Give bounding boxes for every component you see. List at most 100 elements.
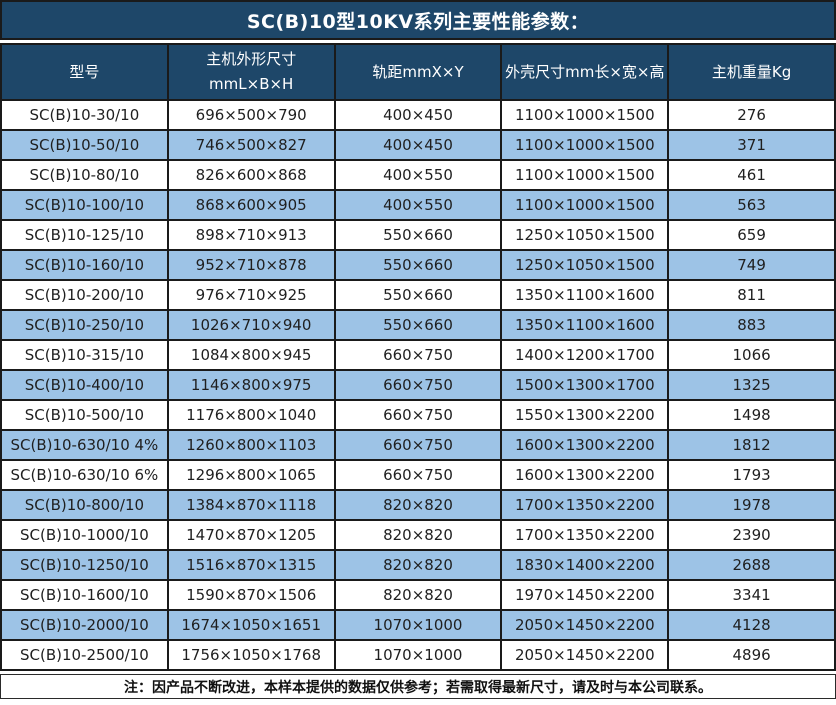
table-cell: 868×600×905 [166,189,336,221]
table-cell: 660×750 [333,459,503,491]
table-cell: 400×550 [333,189,503,221]
table-cell: 1674×1050×1651 [166,609,336,641]
table-cell: 1100×1000×1500 [500,99,670,131]
table-cell: 4896 [667,639,836,671]
table-row: SC(B)10-2500/10 1756×1050×1768 1070×1000 20… [0,639,836,671]
table-cell: 696×500×790 [166,99,336,131]
table-cell: 1325 [667,369,836,401]
table-cell: 1066 [667,339,836,371]
table-cell: 1250×1050×1500 [500,219,670,251]
header-gauge: 轨距mmX×Y [333,43,503,101]
table-row: SC(B)10-160/10 952×710×878 550×660 1250×105… [0,249,836,281]
table-row: SC(B)10-400/10 1146×800×975 660×750 1500×13… [0,369,836,401]
page-title: SC(B)10型10KV系列主要性能参数： [0,0,836,40]
table-cell: 1084×800×945 [166,339,336,371]
table-cell: 1500×1300×1700 [500,369,670,401]
table-cell: 820×820 [333,489,503,521]
table-cell: 883 [667,309,836,341]
table-cell: SC(B)10-400/10 [0,369,169,401]
table-cell: 1793 [667,459,836,491]
table-cell: 1100×1000×1500 [500,129,670,161]
table-cell: SC(B)10-800/10 [0,489,169,521]
table-cell: 1470×870×1205 [166,519,336,551]
table-cell: 976×710×925 [166,279,336,311]
table-cell: 400×550 [333,159,503,191]
table-row: SC(B)10-30/10 696×500×790 400×450 1100×1000… [0,99,836,131]
table-cell: 1498 [667,399,836,431]
table-cell: 1100×1000×1500 [500,159,670,191]
table-cell: SC(B)10-500/10 [0,399,169,431]
table-row: SC(B)10-630/10 4% 1260×800×1103 660×750 160… [0,429,836,461]
header-shell-size: 外壳尺寸mm长×宽×高 [500,43,670,101]
table-cell: 1550×1300×2200 [500,399,670,431]
table-cell: 749 [667,249,836,281]
table-cell: 1384×870×1118 [166,489,336,521]
table-cell: 1590×870×1506 [166,579,336,611]
table-cell: 400×450 [333,99,503,131]
table-cell: 660×750 [333,429,503,461]
header-model: 型号 [0,43,169,101]
table-cell: 1830×1400×2200 [500,549,670,581]
table-cell: 1700×1350×2200 [500,489,670,521]
table-cell: SC(B)10-2500/10 [0,639,169,671]
table-cell: 1516×870×1315 [166,549,336,581]
table-cell: SC(B)10-1000/10 [0,519,169,551]
table-cell: 550×660 [333,279,503,311]
table-cell: 1296×800×1065 [166,459,336,491]
table-cell: 1070×1000 [333,609,503,641]
header-row: 型号 主机外形尺寸 mmL×B×H 轨距mmX×Y 外壳尺寸mm长×宽×高 主机… [0,43,836,101]
table-cell: 563 [667,189,836,221]
table-cell: 1250×1050×1500 [500,249,670,281]
table-row: SC(B)10-200/10 976×710×925 550×660 1350×110… [0,279,836,311]
table-cell: 820×820 [333,549,503,581]
table-cell: SC(B)10-1250/10 [0,549,169,581]
table-cell: 660×750 [333,339,503,371]
table-row: SC(B)10-1250/10 1516×870×1315 820×820 1830×… [0,549,836,581]
table-row: SC(B)10-125/10 898×710×913 550×660 1250×105… [0,219,836,251]
table-cell: 1070×1000 [333,639,503,671]
table-cell: 660×750 [333,399,503,431]
table-cell: SC(B)10-160/10 [0,249,169,281]
table-cell: 1146×800×975 [166,369,336,401]
table-cell: 2050×1450×2200 [500,609,670,641]
table-cell: 659 [667,219,836,251]
table-row: SC(B)10-2000/10 1674×1050×1651 1070×1000 20… [0,609,836,641]
table-cell: 276 [667,99,836,131]
table-row: SC(B)10-630/10 6% 1296×800×1065 660×750 160… [0,459,836,491]
table-cell: 952×710×878 [166,249,336,281]
header-weight: 主机重量Kg [667,43,836,101]
table-row: SC(B)10-250/10 1026×710×940 550×660 1350×11… [0,309,836,341]
table-cell: 1700×1350×2200 [500,519,670,551]
table-cell: 811 [667,279,836,311]
table-cell: SC(B)10-50/10 [0,129,169,161]
table-cell: SC(B)10-630/10 4% [0,429,169,461]
table-cell: 746×500×827 [166,129,336,161]
table-cell: 2050×1450×2200 [500,639,670,671]
table-cell: SC(B)10-1600/10 [0,579,169,611]
table-cell: SC(B)10-2000/10 [0,609,169,641]
table-cell: 550×660 [333,249,503,281]
note-bar: 注：因产品不断改进，本样本提供的数据仅供参考；若需取得最新尺寸，请及时与本公司联… [0,674,836,699]
table-cell: 1970×1450×2200 [500,579,670,611]
table-row: SC(B)10-100/10 868×600×905 400×550 1100×100… [0,189,836,221]
table-cell: SC(B)10-100/10 [0,189,169,221]
table-cell: 1260×800×1103 [166,429,336,461]
table-body: SC(B)10-30/10 696×500×790 400×450 1100×1000… [0,99,836,671]
table-cell: 1350×1100×1600 [500,309,670,341]
spec-table: 型号 主机外形尺寸 mmL×B×H 轨距mmX×Y 外壳尺寸mm长×宽×高 主机… [0,43,836,671]
table-header: 型号 主机外形尺寸 mmL×B×H 轨距mmX×Y 外壳尺寸mm长×宽×高 主机… [0,43,836,101]
table-cell: 2390 [667,519,836,551]
table-cell: 1756×1050×1768 [166,639,336,671]
table-cell: 4128 [667,609,836,641]
table-cell: 1600×1300×2200 [500,459,670,491]
table-row: SC(B)10-50/10 746×500×827 400×450 1100×1000… [0,129,836,161]
table-row: SC(B)10-800/10 1384×870×1118 820×820 1700×1… [0,489,836,521]
table-cell: 371 [667,129,836,161]
table-cell: SC(B)10-30/10 [0,99,169,131]
table-cell: 1978 [667,489,836,521]
table-cell: SC(B)10-250/10 [0,309,169,341]
table-cell: SC(B)10-80/10 [0,159,169,191]
table-cell: 820×820 [333,519,503,551]
table-row: SC(B)10-500/10 1176×800×1040 660×750 1550×1… [0,399,836,431]
table-cell: 660×750 [333,369,503,401]
